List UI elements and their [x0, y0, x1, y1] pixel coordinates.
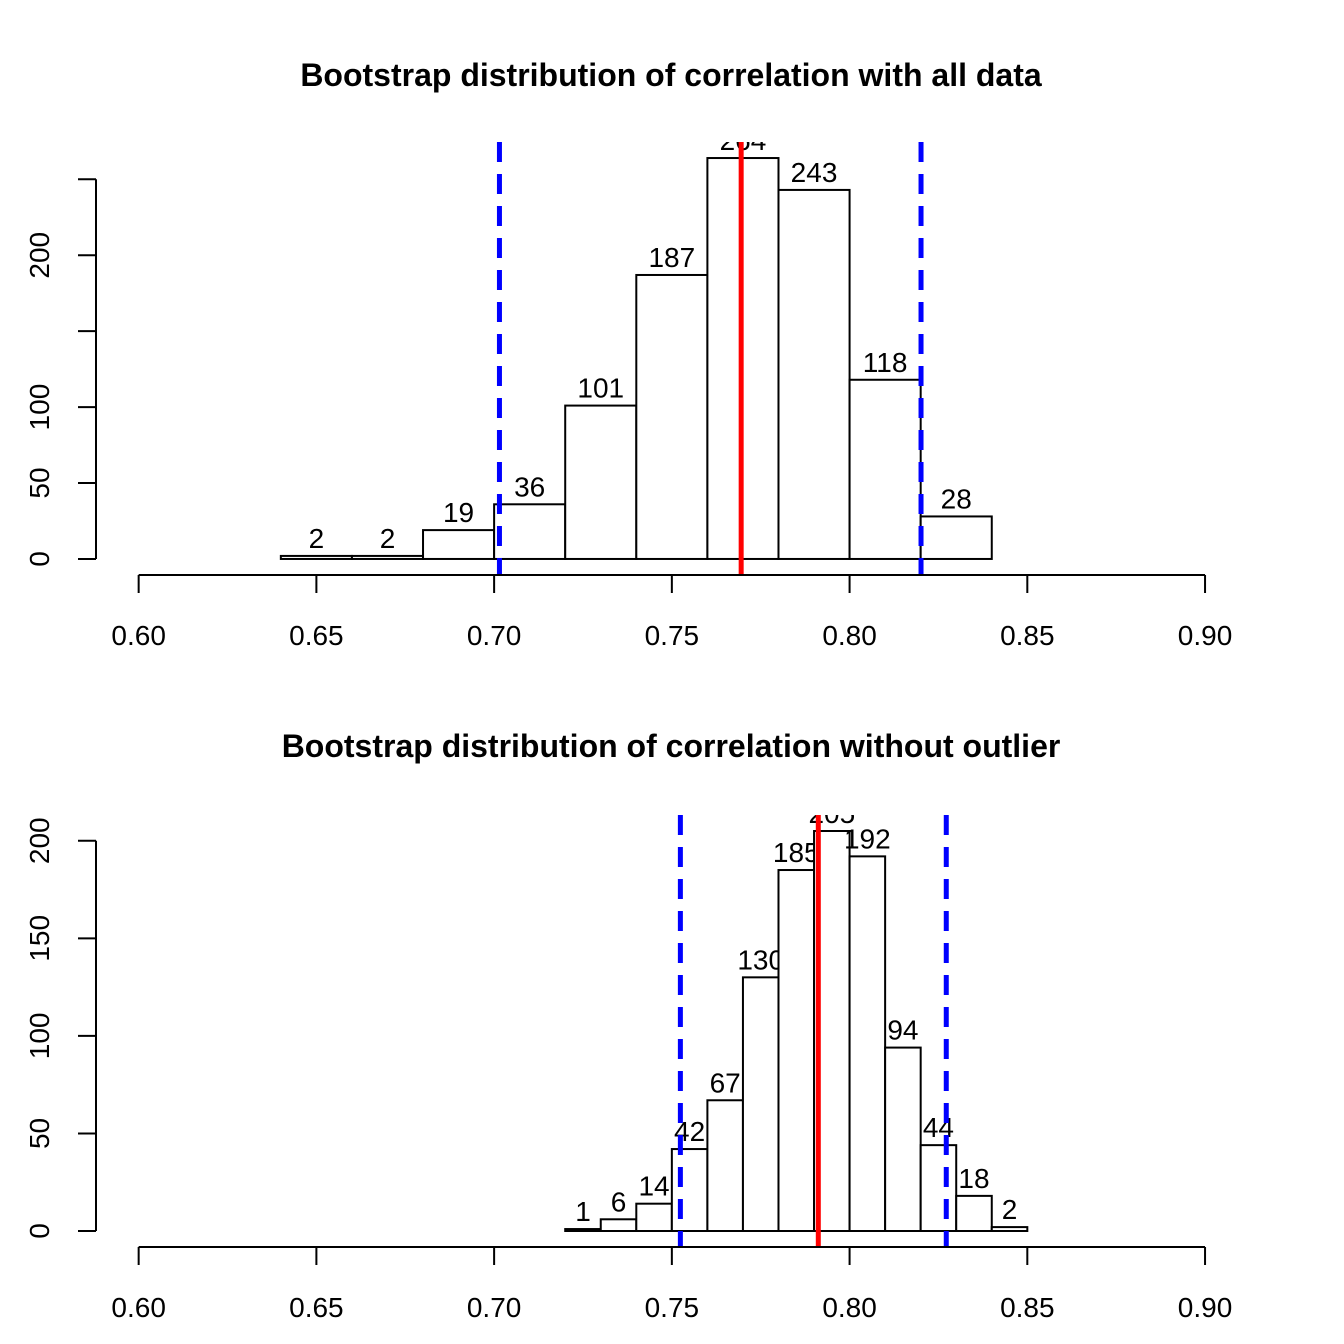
x-tick-label: 0.60	[111, 620, 166, 651]
data-label: 28	[941, 483, 972, 514]
bar	[955, 1194, 993, 1233]
data-label: 185	[773, 837, 820, 868]
x-tick-label: 0.90	[1178, 1292, 1233, 1323]
bar	[848, 855, 887, 1232]
data-label: 2	[1002, 1194, 1018, 1225]
data-label: 67	[710, 1067, 741, 1098]
y-tick-label: 0	[24, 1223, 55, 1239]
x-tick-label: 0.65	[289, 620, 344, 651]
bar	[564, 1228, 602, 1233]
chart-title: Bootstrap distribution of correlation wi…	[300, 57, 1042, 93]
chart: Bootstrap distribution of correlation wi…	[24, 728, 1232, 1323]
bar	[493, 503, 567, 560]
bar	[848, 378, 922, 560]
bar	[635, 1202, 673, 1233]
data-label: 19	[443, 497, 474, 528]
bar	[670, 1148, 709, 1233]
y-tick-label: 0	[24, 551, 55, 567]
x-tick-label: 0.80	[822, 1292, 877, 1323]
x-tick-label: 0.80	[822, 620, 877, 651]
bar	[990, 1226, 1029, 1232]
bar	[279, 554, 353, 560]
data-label: 14	[638, 1171, 669, 1202]
bar	[741, 976, 780, 1233]
x-tick-label: 0.75	[645, 620, 700, 651]
bar	[884, 1046, 922, 1232]
chart-title: Bootstrap distribution of correlation wi…	[282, 728, 1061, 764]
x-tick-label: 0.85	[1000, 620, 1055, 651]
data-label: 130	[737, 944, 784, 975]
data-label: 2	[380, 523, 396, 554]
data-label: 36	[514, 471, 545, 502]
data-label: 6	[611, 1186, 627, 1217]
y-tick-label: 100	[24, 384, 55, 431]
bar	[564, 404, 638, 560]
data-label: 1	[575, 1196, 591, 1227]
x-tick-label: 0.75	[645, 1292, 700, 1323]
data-label: 192	[844, 823, 891, 854]
y-tick-label: 50	[24, 467, 55, 498]
data-label: 243	[791, 157, 838, 188]
x-tick-label: 0.90	[1178, 620, 1233, 651]
bar	[706, 1099, 744, 1233]
y-tick-label: 50	[24, 1118, 55, 1149]
bar	[422, 529, 496, 560]
x-tick-label: 0.70	[467, 620, 522, 651]
data-label: 2	[309, 523, 325, 554]
data-label: 187	[648, 242, 695, 273]
bar	[350, 554, 425, 560]
bar	[777, 188, 851, 560]
x-tick-label: 0.70	[467, 1292, 522, 1323]
x-tick-label: 0.65	[289, 1292, 344, 1323]
y-tick-label: 150	[24, 915, 55, 962]
data-label: 118	[863, 347, 908, 378]
bar	[635, 273, 709, 560]
bar	[599, 1218, 638, 1233]
bar	[919, 515, 993, 560]
x-tick-label: 0.85	[1000, 1292, 1055, 1323]
y-tick-label: 200	[24, 232, 55, 279]
y-tick-label: 100	[24, 1013, 55, 1060]
data-label: 44	[923, 1112, 954, 1143]
data-label: 18	[958, 1163, 989, 1194]
chart: Bootstrap distribution of correlation wi…	[24, 57, 1232, 651]
y-tick-label: 200	[24, 817, 55, 864]
data-label: 94	[887, 1015, 918, 1046]
bar	[919, 1144, 958, 1233]
x-tick-label: 0.60	[111, 1292, 166, 1323]
bar	[777, 869, 816, 1233]
data-label: 101	[577, 373, 624, 404]
